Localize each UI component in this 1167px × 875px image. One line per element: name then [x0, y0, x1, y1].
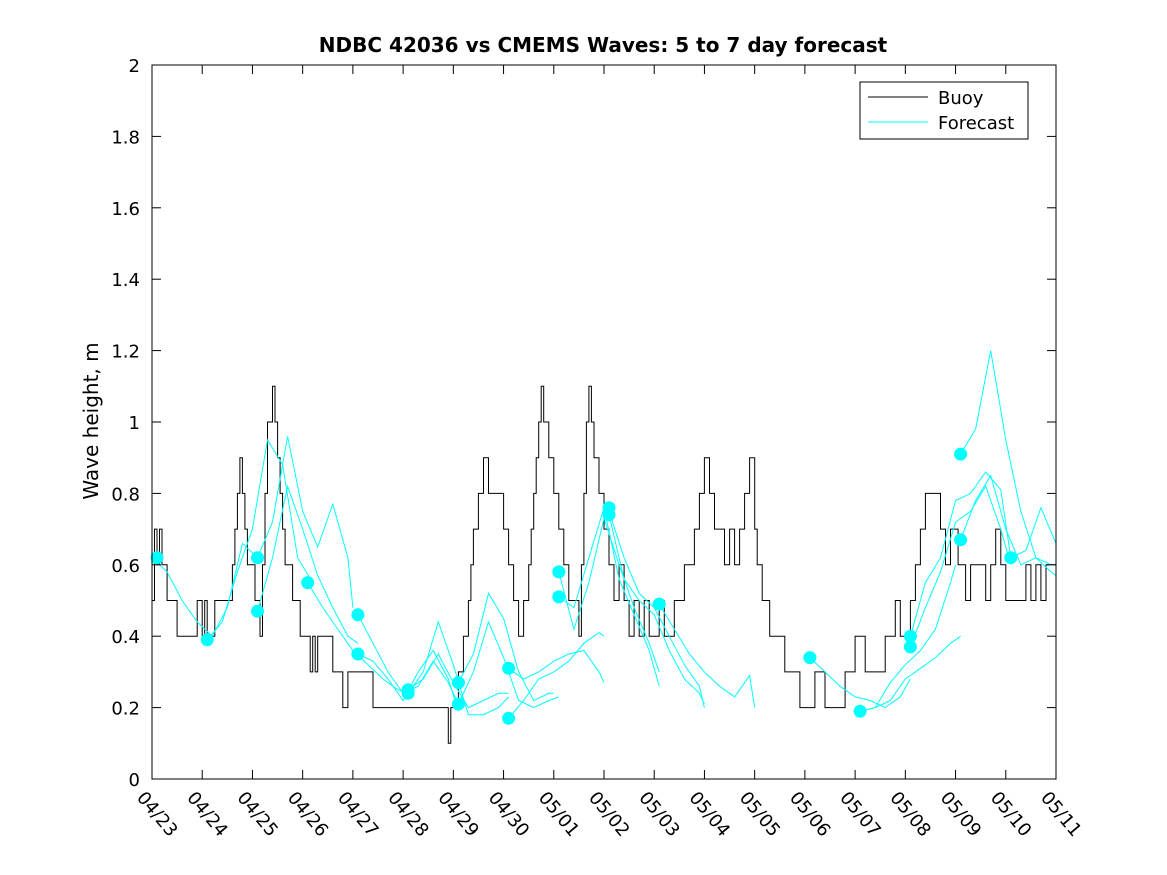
- forecast-series-line-24: [960, 350, 1056, 566]
- y-tick-label: 0: [129, 770, 140, 791]
- y-tick-label: 1.8: [111, 127, 140, 148]
- forecast-marker-7: [351, 647, 365, 661]
- forecast-marker-14: [552, 565, 566, 579]
- buoy-series-line: [152, 385, 1056, 744]
- y-tick-label: 1.6: [111, 199, 140, 220]
- y-tick-label: 1: [129, 413, 140, 434]
- forecast-series-line-25: [960, 474, 1057, 576]
- y-tick-label: 0.2: [111, 699, 140, 720]
- forecast-marker-18: [652, 597, 666, 611]
- chart-title: NDBC 42036 vs CMEMS Waves: 5 to 7 day fo…: [319, 33, 888, 57]
- forecast-series-line-26: [1010, 506, 1057, 559]
- forecast-series-line-9: [407, 620, 509, 716]
- forecast-series-line-17: [608, 514, 705, 705]
- forecast-marker-15: [552, 590, 566, 604]
- forecast-series-line-15: [558, 507, 660, 687]
- forecast-series-line-20: [859, 564, 957, 712]
- forecast-series-line-13: [508, 631, 605, 719]
- y-tick-label: 2: [129, 56, 140, 77]
- forecast-marker-3: [251, 551, 264, 565]
- forecast-marker-25: [1004, 551, 1018, 565]
- forecast-marker-6: [351, 608, 365, 622]
- legend-buoy-label: Buoy: [938, 88, 984, 109]
- forecast-series-line-22: [909, 471, 1012, 637]
- y-tick-label: 1.2: [111, 342, 140, 363]
- forecast-series-line-11: [457, 620, 559, 709]
- legend-box: [859, 81, 1029, 140]
- legend: Buoy Forecast: [859, 81, 1029, 140]
- forecast-series-line-8: [407, 652, 509, 709]
- y-axis-label: Wave height, m: [79, 342, 103, 499]
- forecast-marker-17: [602, 508, 616, 522]
- y-tick-label: 0.6: [111, 556, 140, 577]
- forecast-marker-24: [954, 533, 968, 547]
- forecast-series-line-12: [508, 649, 605, 683]
- forecast-marker-4: [251, 604, 264, 618]
- forecast-series-line-2: [206, 438, 314, 641]
- forecast-marker-22: [903, 640, 917, 654]
- forecast-marker-11: [451, 697, 465, 711]
- forecast-series-line-23: [909, 485, 1012, 648]
- legend-forecast-label: Forecast: [938, 113, 1014, 134]
- forecast-marker-20: [853, 704, 867, 718]
- forecast-marker-19: [803, 651, 817, 665]
- forecast-marker-12: [502, 661, 516, 675]
- forecast-marker-23: [954, 447, 968, 461]
- forecast-marker-10: [451, 676, 465, 690]
- y-tick-label: 0.4: [111, 627, 140, 648]
- plot-data-layer: [150, 350, 1057, 744]
- forecast-series-line-10: [457, 592, 554, 702]
- forecast-series-line-18: [658, 603, 756, 708]
- forecast-marker-2: [200, 633, 214, 647]
- forecast-series-line-1: [151, 542, 258, 638]
- forecast-series-line-19: [809, 657, 911, 709]
- forecast-marker-1: [150, 551, 164, 565]
- forecast-series-line-21: [859, 635, 961, 712]
- forecast-marker-9: [401, 686, 415, 700]
- y-tick-label: 0.8: [111, 484, 140, 505]
- forecast-series-line-3: [257, 436, 354, 608]
- y-tick-label: 1.4: [111, 270, 140, 291]
- forecast-series-line-4: [257, 484, 359, 644]
- forecast-marker-5: [301, 576, 315, 590]
- forecast-series-line-16: [608, 511, 705, 708]
- forecast-marker-13: [502, 711, 516, 725]
- forecast-marker-21: [903, 629, 917, 643]
